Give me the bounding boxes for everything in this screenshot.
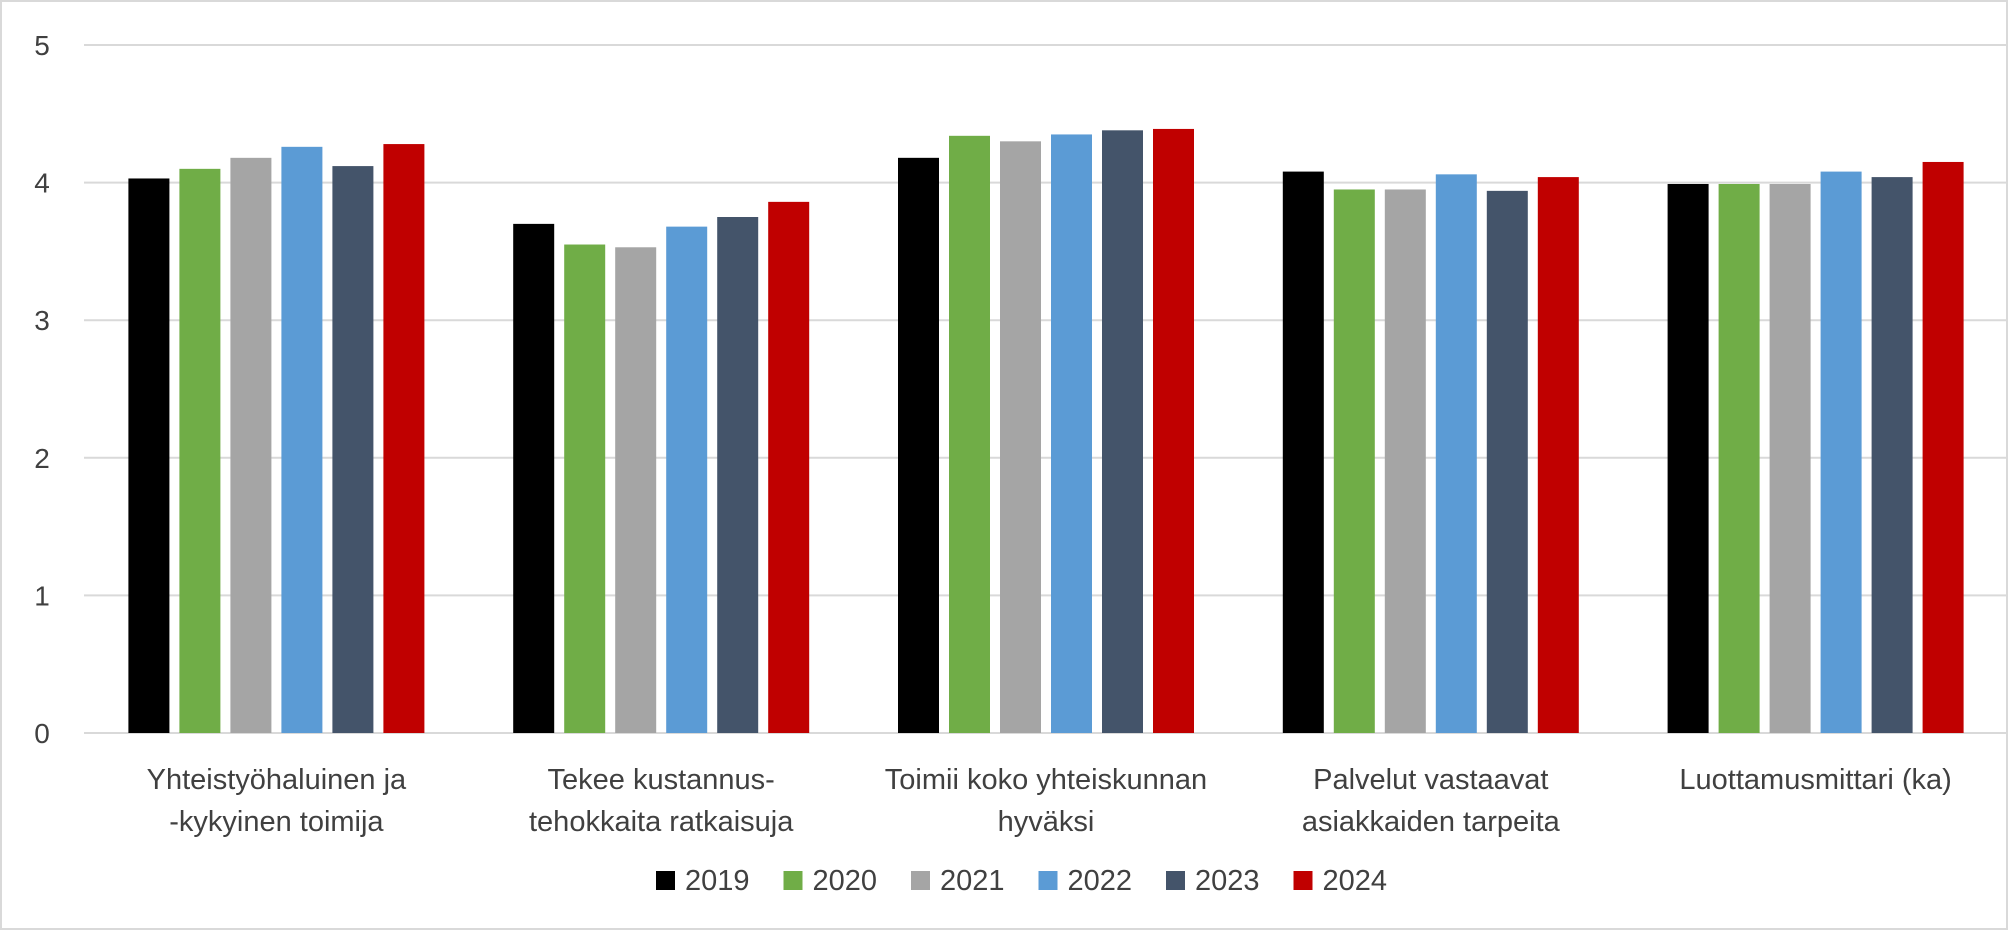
bar-2024-cat5 [1922, 161, 1964, 733]
category-label-4-line2: asiakkaiden tarpeita [1302, 806, 1561, 838]
bar-2024-cat2 [768, 201, 810, 733]
legend-label-2024: 2024 [1323, 865, 1388, 897]
y-axis-tick-labels: 0 1 2 3 4 5 [34, 30, 50, 749]
bar-2021-cat2 [615, 247, 657, 733]
bar-2023-cat1 [332, 166, 374, 733]
bar-2019-cat3 [898, 157, 939, 733]
bar-2020-cat3 [949, 135, 990, 734]
bar-2021-cat5 [1769, 183, 1811, 733]
legend-swatch-2024 [1293, 871, 1313, 890]
bar-2023-cat5 [1871, 177, 1913, 733]
bar-2019-cat4 [1282, 171, 1324, 734]
legend-swatch-2019 [656, 871, 675, 890]
bar-2022-cat5 [1820, 171, 1862, 734]
y-tick-label-1: 1 [34, 580, 50, 611]
legend-swatch-2021 [911, 871, 930, 890]
bar-2022-cat2 [666, 226, 708, 733]
bar-2022-cat1 [281, 146, 323, 734]
bar-2021-cat1 [230, 157, 272, 733]
bar-2024-cat3 [1153, 128, 1194, 733]
bar-2020-cat5 [1718, 183, 1760, 733]
legend-label-2022: 2022 [1068, 865, 1133, 897]
legend-swatch-2020 [783, 871, 803, 890]
bar-2019-cat5 [1667, 183, 1709, 733]
y-tick-label-3: 3 [34, 305, 50, 336]
bar-2022-cat3 [1051, 134, 1092, 733]
y-tick-label-4: 4 [34, 168, 50, 199]
bar-2024-cat4 [1537, 177, 1579, 733]
category-label-1-line1: Yhteistyöhaluinen ja [147, 764, 407, 796]
category-label-2-line1: Tekee kustannus- [548, 764, 775, 796]
category-label-3-line1: Toimii koko yhteiskunnan [885, 764, 1207, 796]
bar-2020-cat2 [564, 244, 606, 733]
bar-2023-cat2 [717, 217, 759, 733]
y-tick-label-5: 5 [34, 30, 50, 61]
legend-swatch-2022 [1038, 871, 1058, 890]
legend-swatch-2023 [1166, 871, 1185, 890]
bars [128, 128, 1964, 734]
y-tick-label-2: 2 [34, 443, 50, 474]
bar-2021-cat3 [1000, 141, 1041, 733]
y-tick-label-0: 0 [34, 718, 50, 749]
category-label-5-line1: Luottamusmittari (ka) [1679, 764, 1951, 796]
category-label-4-line1: Palvelut vastaavat [1313, 764, 1548, 796]
legend: 2019 2020 2021 2022 2023 2024 [656, 865, 1387, 897]
legend-label-2019: 2019 [685, 865, 750, 897]
bar-2024-cat1 [383, 144, 425, 733]
bar-2023-cat3 [1102, 130, 1143, 733]
bar-2019-cat1 [128, 178, 170, 734]
bar-2019-cat2 [513, 223, 555, 733]
legend-label-2020: 2020 [813, 865, 878, 897]
category-label-3-line2: hyväksi [998, 806, 1095, 838]
category-label-1-line2: -kykyinen toimija [169, 806, 384, 838]
bar-2022-cat4 [1435, 174, 1477, 733]
bar-2020-cat1 [179, 168, 221, 734]
category-label-2-line2: tehokkaita ratkaisuja [529, 806, 794, 838]
legend-label-2021: 2021 [940, 865, 1005, 897]
bar-2021-cat4 [1384, 189, 1426, 734]
bar-2023-cat4 [1486, 190, 1528, 733]
category-labels: Yhteistyöhaluinen ja -kykyinen toimija Tek… [147, 764, 1952, 838]
bar-2020-cat4 [1333, 189, 1375, 734]
legend-label-2023: 2023 [1195, 865, 1260, 897]
